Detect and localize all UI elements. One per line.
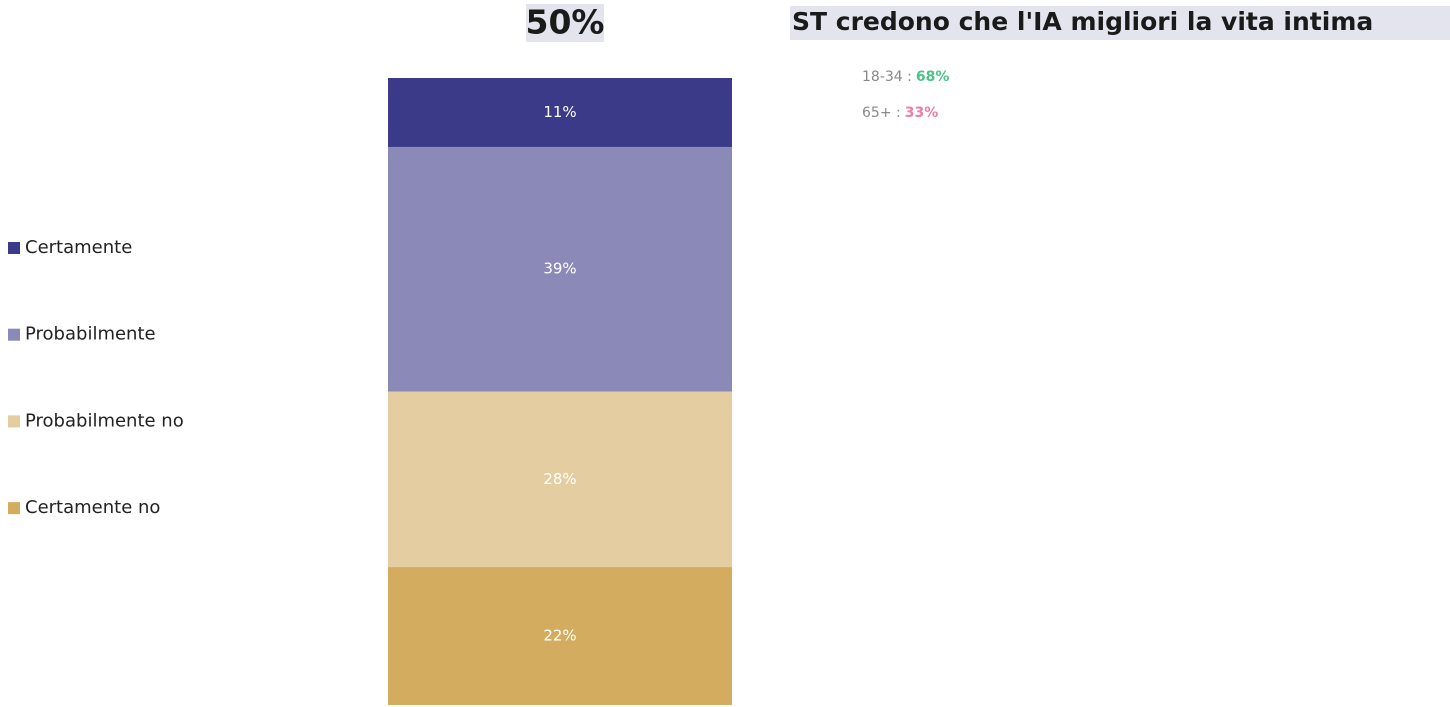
bar-segment: [388, 146, 732, 392]
value-label: 11%: [543, 103, 576, 121]
annotation-value: 33%: [905, 105, 939, 121]
bar-segment: [388, 567, 732, 705]
bar-segment: [388, 391, 732, 568]
value-label: 39%: [543, 260, 576, 278]
legend-label: Probabilmente no: [25, 410, 184, 431]
annotation: 65+ :33%: [862, 105, 938, 121]
legend-swatch: [8, 242, 20, 254]
legend-label: Certamente no: [25, 497, 160, 518]
legend-swatch: [8, 415, 20, 428]
annotation-value: 68%: [916, 69, 950, 85]
value-label: 22%: [543, 627, 576, 645]
annotation-group: 18-34 :: [862, 69, 912, 85]
legend-swatch: [8, 328, 20, 341]
subtitle-highlight: [790, 6, 1450, 40]
headline-highlight: [526, 4, 604, 42]
bar-segment: [388, 78, 732, 147]
subtitle: ST credono che l'IA migliori la vita int…: [792, 7, 1373, 36]
value-label: 28%: [543, 470, 576, 488]
headline: 50%: [526, 3, 605, 42]
legend-swatch: [8, 502, 20, 515]
annotation: 18-34 :68%: [862, 69, 949, 85]
legend-label: Probabilmente: [25, 324, 156, 345]
annotation-group: 65+ :: [862, 105, 901, 121]
legend-label: Certamente: [25, 237, 132, 258]
